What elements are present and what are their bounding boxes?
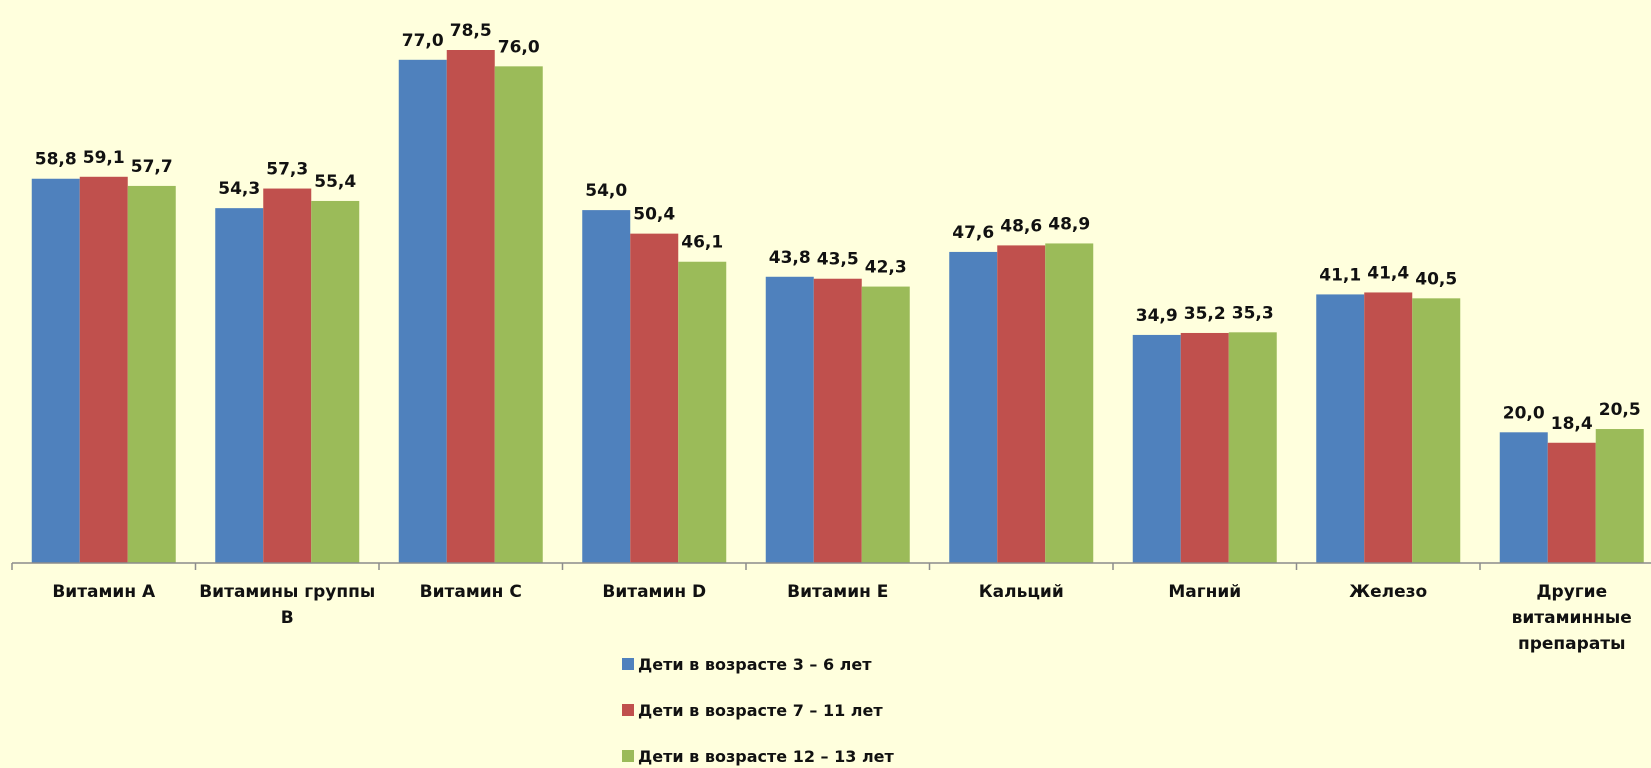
data-label: 20,0 xyxy=(1503,403,1545,423)
data-label: 43,5 xyxy=(817,250,859,270)
bar xyxy=(813,278,862,563)
data-label: 18,4 xyxy=(1551,414,1593,434)
data-label: 77,0 xyxy=(402,31,444,51)
data-label: 59,1 xyxy=(83,148,125,168)
data-label: 57,7 xyxy=(131,157,173,177)
bar xyxy=(630,233,679,564)
data-label: 42,3 xyxy=(865,258,907,278)
bar xyxy=(31,178,80,563)
category-label: Витамины группы В xyxy=(199,582,375,628)
x-axis-ticks xyxy=(11,563,1481,570)
bar xyxy=(1180,332,1229,563)
data-label: 48,9 xyxy=(1048,214,1090,234)
category-label: Витамин С xyxy=(420,582,522,602)
bar xyxy=(1316,294,1365,563)
data-label: 47,6 xyxy=(952,223,994,243)
data-label: 50,4 xyxy=(633,205,675,225)
data-label: 48,6 xyxy=(1000,216,1042,236)
bar xyxy=(1595,429,1644,563)
bar xyxy=(127,185,176,564)
legend-swatch xyxy=(622,704,634,716)
bar xyxy=(997,245,1046,564)
data-label: 58,8 xyxy=(35,150,77,170)
data-label: 20,5 xyxy=(1599,400,1641,420)
bar xyxy=(215,208,264,563)
legend-swatch xyxy=(622,658,634,670)
data-label: 41,1 xyxy=(1319,265,1361,285)
legend-label: Дети в возрасте 12 – 13 лет xyxy=(638,747,895,766)
bar xyxy=(494,66,543,563)
bars-group xyxy=(31,50,1644,564)
category-label: Железо xyxy=(1349,582,1427,602)
bar xyxy=(79,176,128,563)
legend-label: Дети в возрасте 3 – 6 лет xyxy=(638,655,872,674)
bar xyxy=(765,276,814,563)
data-label: 46,1 xyxy=(681,233,723,253)
data-label: 35,2 xyxy=(1184,304,1226,324)
legend-label: Дети в возрасте 7 – 11 лет xyxy=(638,701,883,720)
category-label: Витамин А xyxy=(52,582,156,602)
bar xyxy=(1132,334,1181,563)
category-label: Витамин D xyxy=(602,582,706,602)
value-labels-group: 58,8 59,1 57,7 54,3 57,3 55,4 77,0 78,5 76,0 54,0… xyxy=(35,21,1641,434)
data-label: 41,4 xyxy=(1367,263,1409,283)
category-label: Витамин Е xyxy=(787,582,888,602)
data-label: 35,3 xyxy=(1232,303,1274,323)
bar xyxy=(1412,298,1461,563)
category-labels: Витамин А Витамины группы В Витамин С Витами… xyxy=(52,582,1632,654)
data-label: 55,4 xyxy=(314,172,356,192)
category-label: Кальций xyxy=(979,582,1064,602)
bar xyxy=(1547,442,1596,563)
bar xyxy=(311,200,360,563)
data-label: 43,8 xyxy=(769,248,811,268)
category-label: Другие витаминные препараты xyxy=(1512,582,1632,654)
data-label: 40,5 xyxy=(1415,269,1457,289)
legend-swatch xyxy=(622,750,634,762)
data-label: 57,3 xyxy=(266,160,308,180)
legend: Дети в возрасте 3 – 6 лет Дети в возрасте… xyxy=(622,655,895,766)
bar xyxy=(1045,243,1094,563)
data-label: 54,0 xyxy=(585,181,627,201)
bar xyxy=(263,188,312,563)
bar xyxy=(582,210,631,564)
bar xyxy=(1228,332,1277,563)
data-label: 34,9 xyxy=(1136,306,1178,326)
bar xyxy=(949,251,998,563)
bar xyxy=(1499,432,1548,563)
bar xyxy=(398,59,447,564)
category-label: Магний xyxy=(1168,582,1241,602)
bar xyxy=(678,261,727,563)
data-label: 76,0 xyxy=(498,37,540,57)
data-label: 54,3 xyxy=(218,179,260,199)
bar xyxy=(861,286,910,563)
data-label: 78,5 xyxy=(450,21,492,41)
bar xyxy=(446,50,495,563)
bar xyxy=(1364,292,1413,563)
